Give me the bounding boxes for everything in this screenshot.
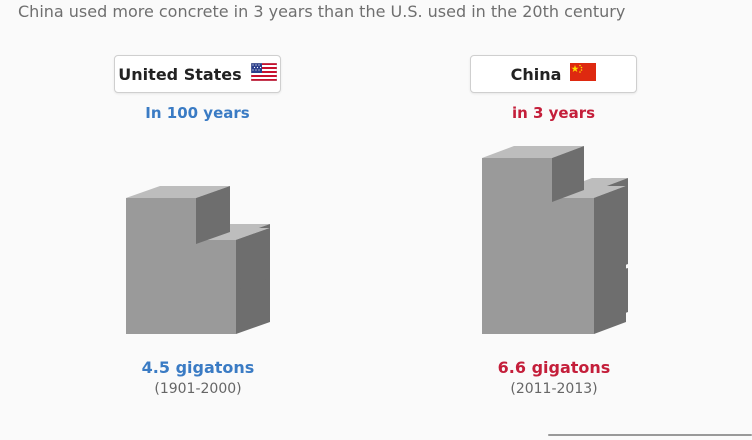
us-block-top-top [126, 186, 230, 198]
china-concrete-blocks [482, 146, 628, 334]
country-name-china: China [510, 64, 562, 84]
china-block-2-front [482, 240, 594, 290]
period-china: (2011-2013) [510, 381, 598, 397]
china-block-3-side [594, 186, 626, 248]
country-name-us: United States [118, 64, 242, 84]
us-block-low-front [126, 284, 236, 334]
us-block-top-side [196, 186, 230, 244]
country-label-china: China [470, 55, 637, 93]
amount-china: 6.6 gigatons [497, 358, 611, 377]
country-label-us: United States [114, 55, 281, 93]
china-flag-icon [570, 63, 597, 85]
us-concrete-blocks [126, 186, 270, 334]
china-block-1-front [482, 282, 594, 334]
us-block-top-front [126, 198, 196, 244]
china-block-3-front [482, 198, 594, 248]
us-block-mid-front [126, 240, 236, 290]
chart-title: China used more concrete in 3 years than… [18, 2, 626, 21]
us-flag-icon [250, 62, 277, 85]
period-us: (1901-2000) [154, 381, 242, 397]
us-block-mid-side [236, 228, 270, 290]
china-block-top-side [552, 146, 584, 202]
subtitle-china: in 3 years [511, 104, 596, 122]
divider-line [548, 434, 752, 436]
subtitle-us: In 100 years [145, 104, 250, 122]
china-block-top-top [482, 146, 584, 158]
us-block-low-side [236, 272, 270, 334]
china-block-top-front [482, 158, 552, 202]
amount-us: 4.5 gigatons [141, 358, 255, 377]
